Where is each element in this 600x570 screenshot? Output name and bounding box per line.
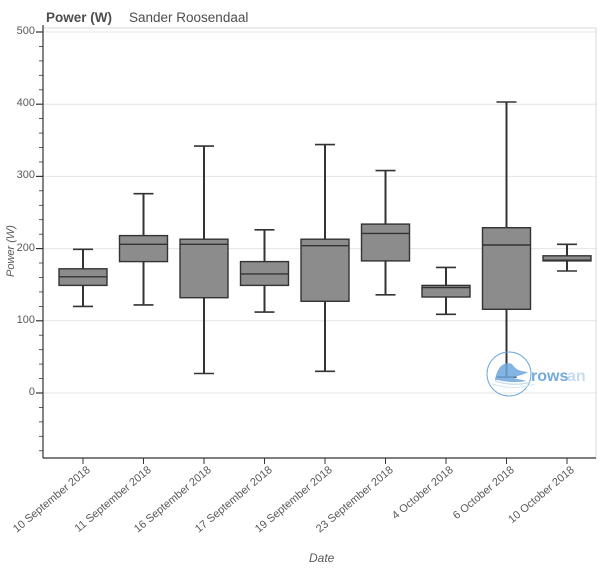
svg-text:an: an (567, 368, 586, 385)
svg-text:rows: rows (531, 368, 568, 385)
